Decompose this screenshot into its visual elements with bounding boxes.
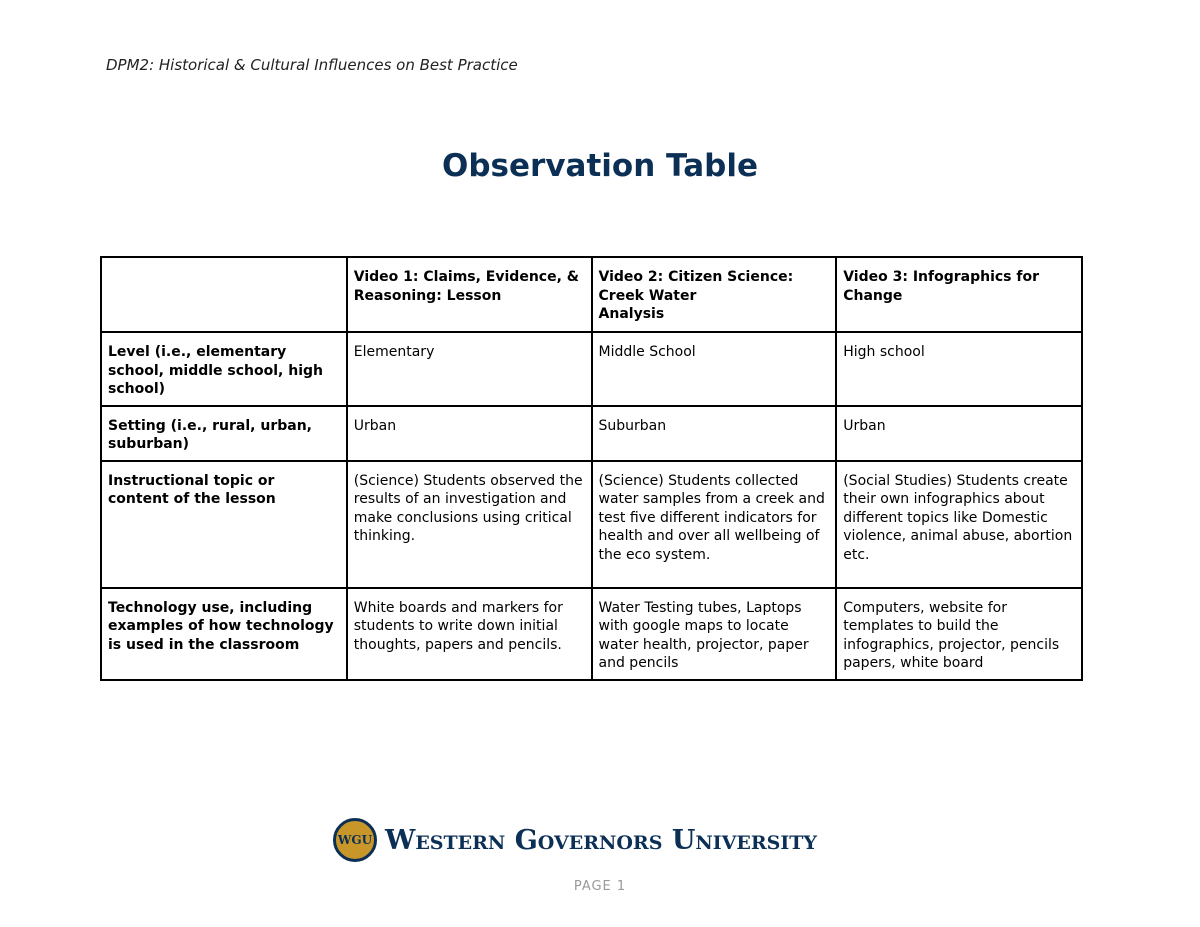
table-cell: Computers, website for templates to buil… (835, 586, 1083, 681)
observation-table: Video 1: Claims, Evidence, & Reasoning: … (100, 256, 1083, 681)
row-label: Technology use, including examples of ho… (100, 586, 348, 681)
table-cell: Water Testing tubes, Laptops with google… (590, 586, 838, 681)
table-cell: Urban (835, 404, 1083, 462)
table-row: Technology use, including examples of ho… (100, 586, 1083, 681)
table-cell: White boards and markers for students to… (345, 586, 593, 681)
running-header: DPM2: Historical & Cultural Influences o… (106, 56, 518, 74)
header-cell (100, 256, 348, 333)
table-row: Setting (i.e., rural, urban, suburban) U… (100, 404, 1083, 462)
table-cell: Elementary (345, 331, 593, 407)
header-cell: Video 3: Infographics for Change (835, 256, 1083, 333)
table-cell: High school (835, 331, 1083, 407)
page-title: Observation Table (442, 148, 758, 184)
header-cell: Video 2: Citizen Science: Creek Water An… (590, 256, 838, 333)
row-label: Instructional topic or content of the le… (100, 459, 348, 589)
table-cell: Middle School (590, 331, 838, 407)
table-cell: Suburban (590, 404, 838, 462)
row-label: Setting (i.e., rural, urban, suburban) (100, 404, 348, 462)
row-label: Level (i.e., elementary school, middle s… (100, 331, 348, 407)
table-row: Level (i.e., elementary school, middle s… (100, 331, 1083, 407)
wgu-logo: WGU Western Governors University (333, 818, 817, 862)
table-cell: (Social Studies) Students create their o… (835, 459, 1083, 589)
wgu-seal-icon: WGU (333, 818, 377, 862)
table-cell: (Science) Students collected water sampl… (590, 459, 838, 589)
page-number: PAGE 1 (573, 879, 627, 894)
table-cell: (Science) Students observed the results … (345, 459, 593, 589)
header-cell: Video 1: Claims, Evidence, & Reasoning: … (345, 256, 593, 333)
wgu-wordmark: Western Governors University (385, 824, 817, 856)
table-header-row: Video 1: Claims, Evidence, & Reasoning: … (100, 256, 1083, 333)
table-row: Instructional topic or content of the le… (100, 459, 1083, 589)
table-cell: Urban (345, 404, 593, 462)
